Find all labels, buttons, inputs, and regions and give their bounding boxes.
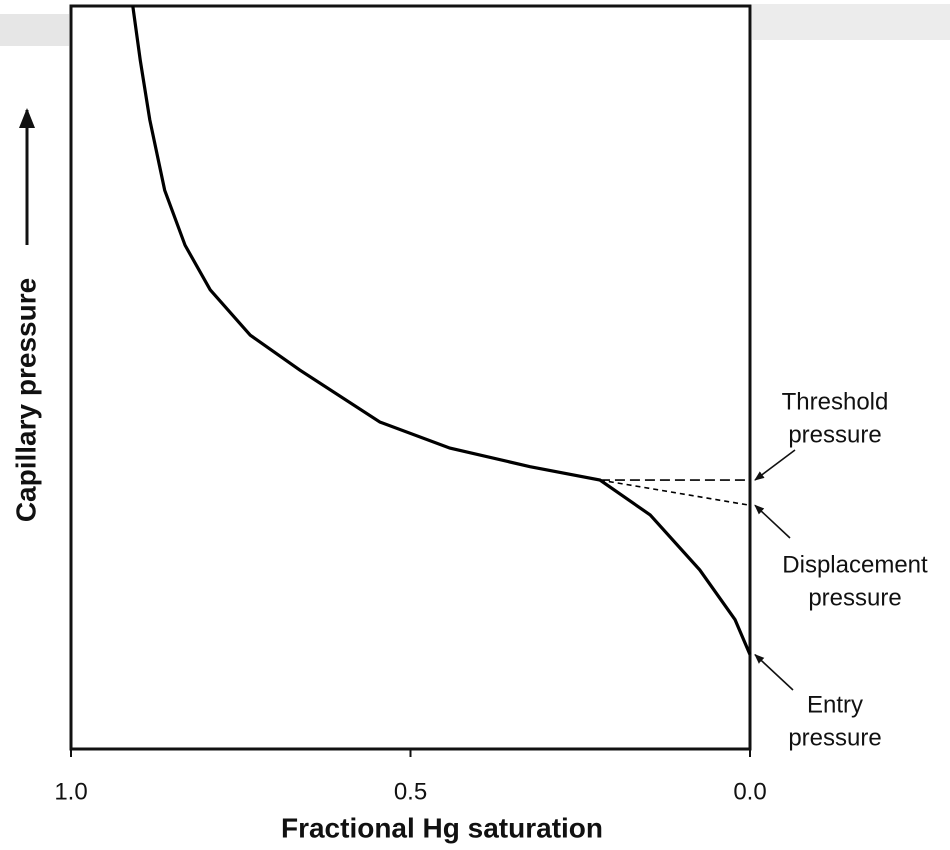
x-tick-label: 1.0 [54,778,87,805]
annotation: pressure [808,584,901,611]
annotation: Entry [807,691,863,718]
plot-frame [69,4,752,751]
artifact [0,14,69,46]
x-tick-label: 0.0 [733,778,766,805]
y-label: Capillary pressure [10,278,41,522]
annotation: Displacement [782,551,928,578]
annotation-arrow [754,504,791,539]
annotation-arrow [754,653,794,691]
annotation: Threshold [782,388,889,415]
annotation: pressure [788,724,881,751]
x-tick-label: 0.5 [394,778,427,805]
x-label: Fractional Hg saturation [281,812,603,843]
curve [131,5,752,656]
annotation-arrow [754,449,796,481]
dashed-line [599,479,751,507]
artifact [752,4,950,40]
annotation: pressure [788,421,881,448]
